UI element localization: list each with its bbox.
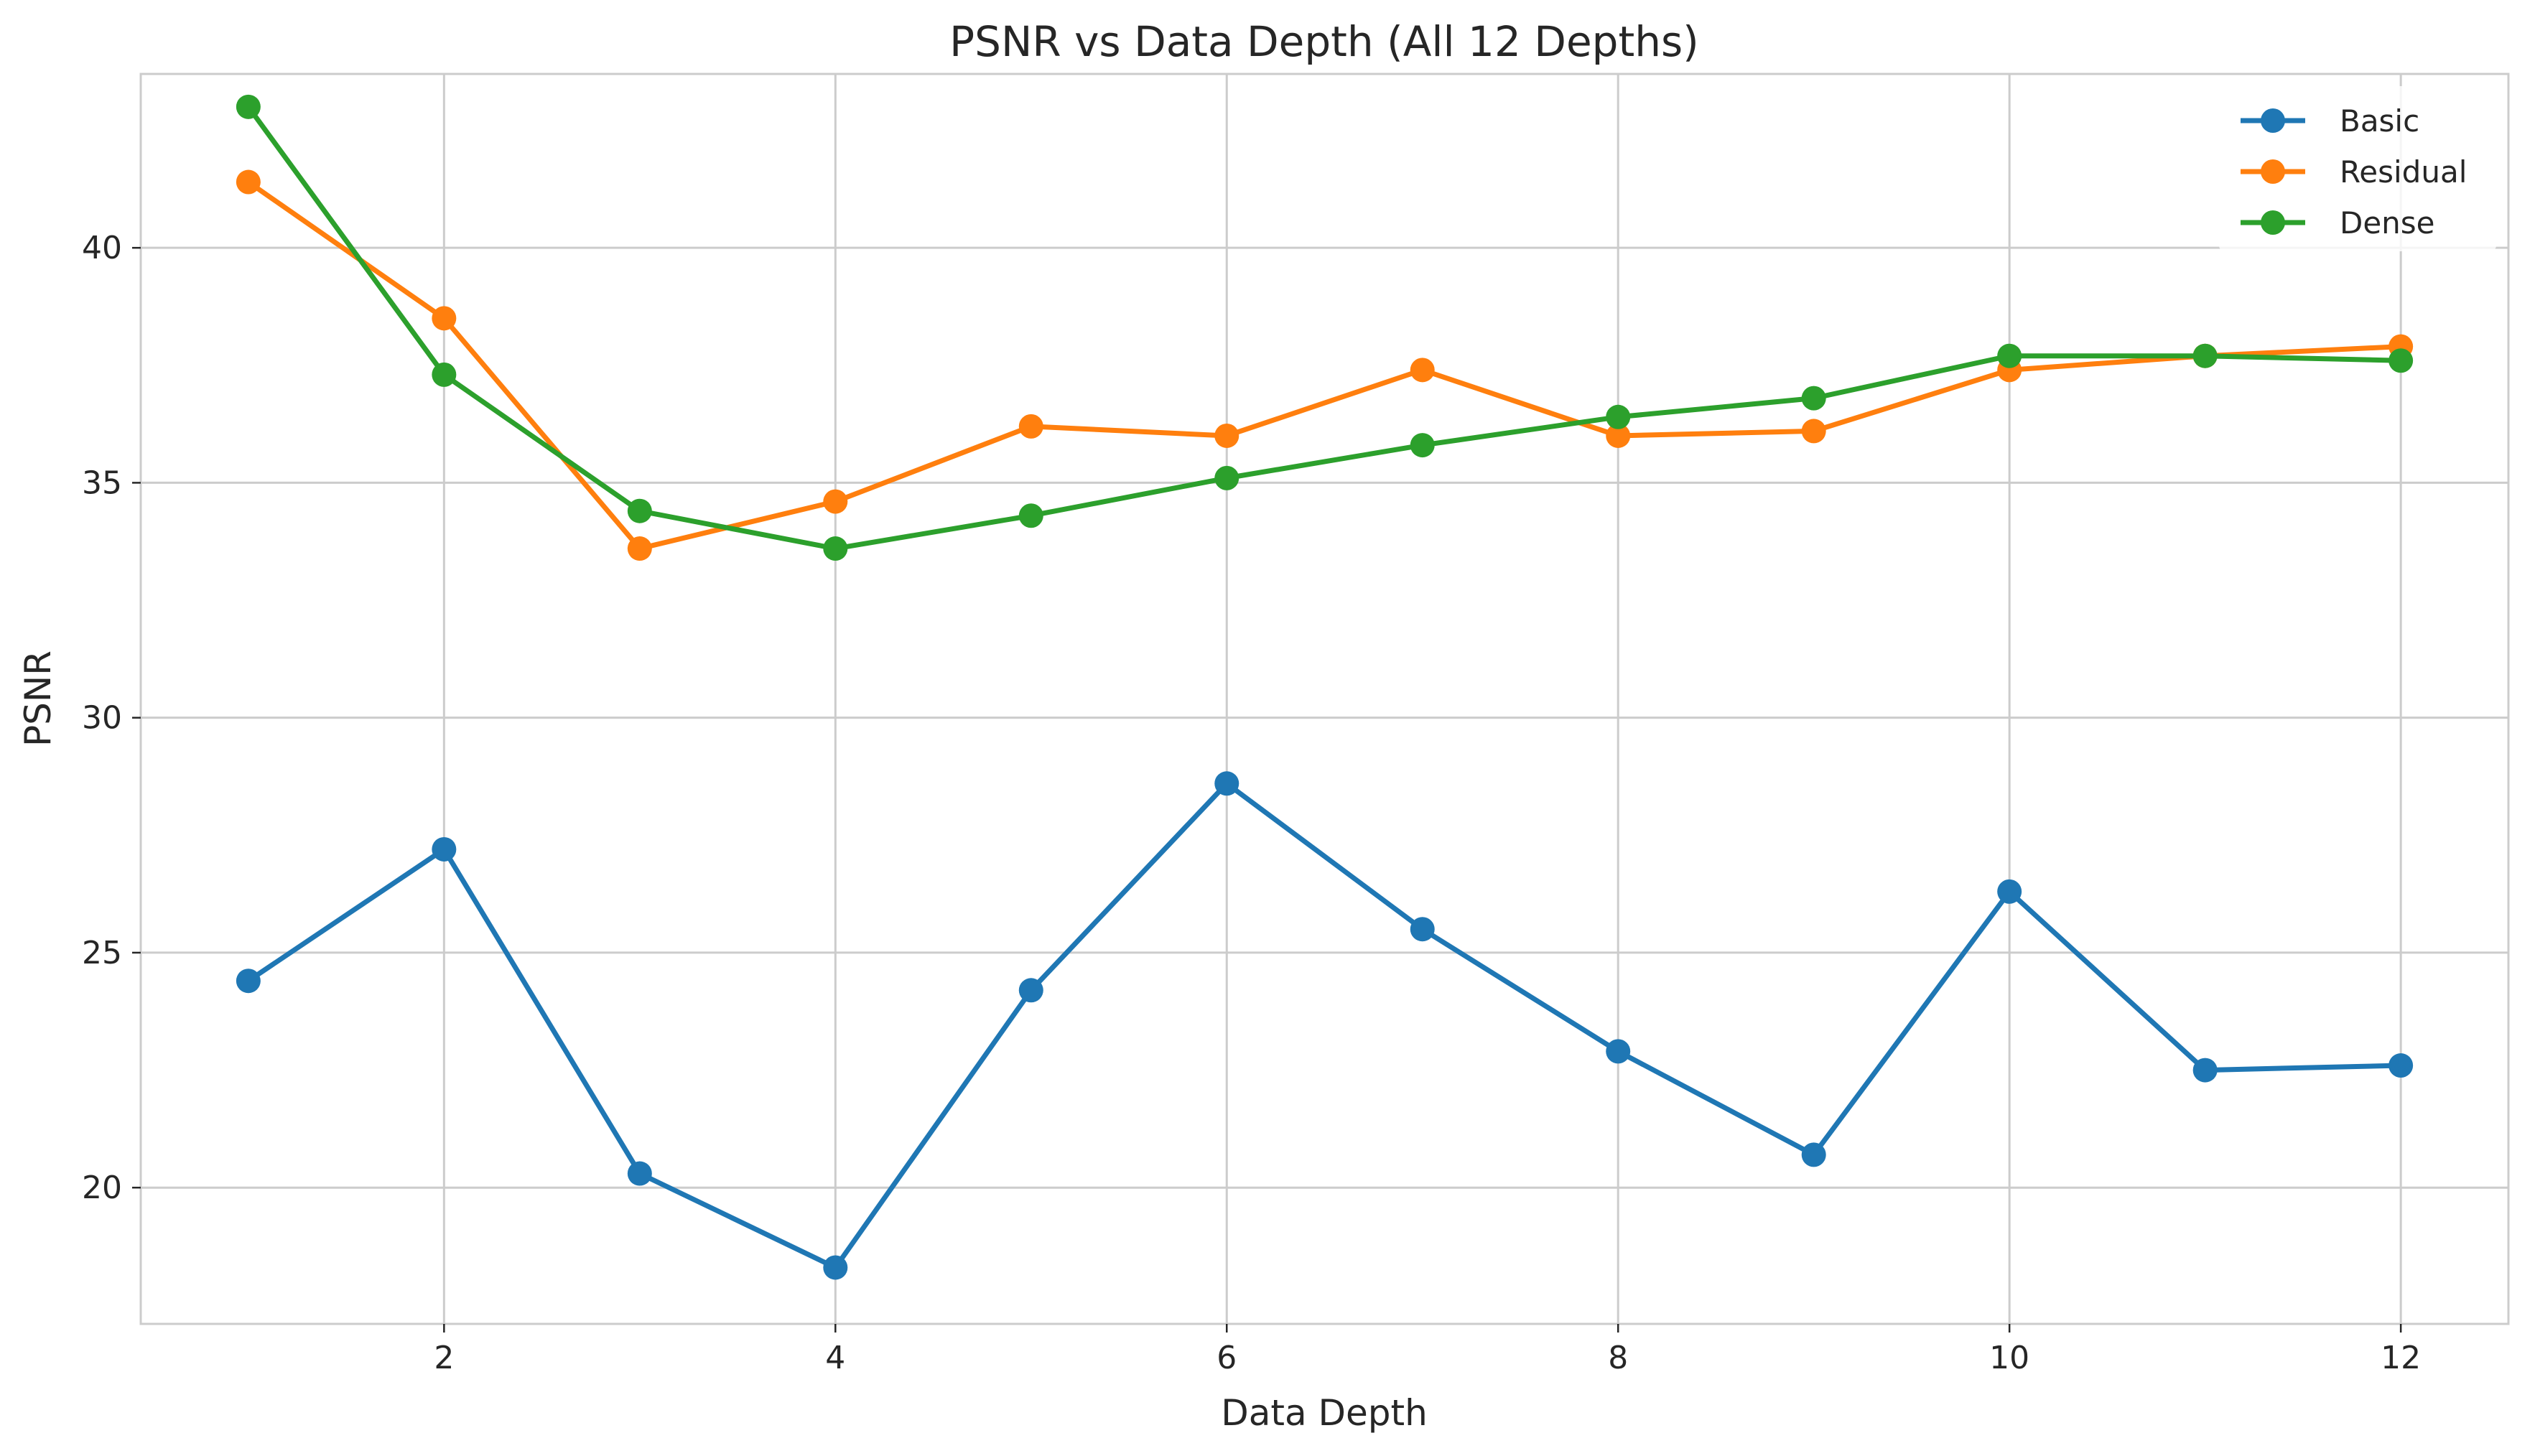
basic-data-point [823,1255,848,1280]
y-tick-label: 20 [82,1170,122,1206]
legend-entry-dense: Dense [2241,205,2435,241]
residual-data-point [432,306,457,331]
legend-entry-residual: Residual [2241,154,2467,190]
legend: Basic Residual Dense [2219,86,2496,251]
y-tick-label: 25 [82,935,122,971]
residual-data-point [627,536,652,561]
plot-frame [139,73,2510,1325]
x-axis-label: Data Depth [1221,1392,1428,1434]
dense-data-point [823,536,848,561]
y-axis-label: PSNR [17,650,59,747]
dense-data-point [1018,503,1043,528]
basic-data-point [1018,978,1043,1003]
basic-data-point [627,1161,652,1186]
dense-series-line [246,104,2404,551]
dense-data-point [627,498,652,523]
x-tick-label: 12 [2381,1340,2421,1376]
legend-entry-basic: Basic [2241,103,2419,139]
dense-data-point [1410,433,1435,458]
basic-data-point [236,969,261,994]
legend-marker [2261,159,2285,184]
residual-data-point [823,489,848,514]
x-tick-label: 10 [1989,1340,2029,1376]
x-tick-label: 2 [434,1340,454,1376]
dense-data-point [432,362,457,387]
residual-data-point [1018,414,1043,439]
basic-data-point [1606,1039,1631,1064]
basic-series-line [246,780,2404,1270]
axis-ticks: 2 4 6 8 10 12 20 25 30 35 40 [82,230,2421,1376]
basic-data-point [432,836,457,862]
dense-data-point [2192,343,2218,368]
basic-data-point [1997,879,2022,904]
series-dense [236,94,2414,561]
residual-data-point [1606,423,1631,448]
residual-data-point [236,169,261,195]
legend-marker [2261,108,2285,133]
basic-data-point [2192,1058,2218,1083]
y-tick-label: 30 [82,700,122,737]
legend-label: Dense [2340,205,2435,241]
residual-data-point [1410,358,1435,383]
basic-data-point [1214,771,1239,796]
y-tick-label: 35 [82,465,122,501]
legend-box [2219,86,2496,251]
residual-series-line [246,179,2404,551]
residual-data-point [1801,419,1826,444]
basic-data-point [2389,1053,2414,1078]
x-tick-label: 4 [825,1340,845,1376]
residual-data-point [1214,423,1239,448]
chart-title: PSNR vs Data Depth (All 12 Depths) [949,17,1699,66]
dense-data-point [1214,465,1239,490]
dense-data-point [1801,386,1826,411]
y-tick-label: 40 [82,230,122,266]
legend-label: Residual [2340,154,2467,190]
grid [141,74,2508,1324]
series-layer [236,94,2414,1280]
dense-data-point [1606,404,1631,429]
basic-data-point [1801,1142,1826,1167]
dense-data-point [1997,343,2022,368]
dense-data-point [2389,348,2414,373]
series-basic [236,771,2414,1280]
x-tick-label: 8 [1608,1340,1628,1376]
dense-data-point [236,94,261,119]
basic-data-point [1410,917,1435,942]
x-tick-label: 6 [1217,1340,1237,1376]
legend-label: Basic [2340,103,2419,139]
legend-marker [2261,210,2285,235]
